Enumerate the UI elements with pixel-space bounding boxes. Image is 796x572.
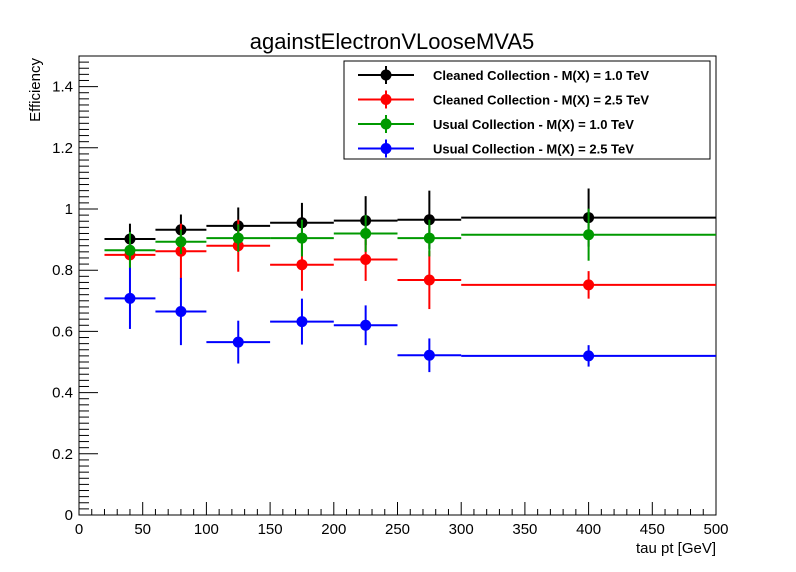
- data-point: [232, 336, 244, 348]
- y-axis: 0 0.2 0.4 0.6 0.8 1 1.2 1.4: [52, 55, 98, 524]
- y-tick-label: 0.4: [52, 385, 73, 402]
- x-axis-title: tau pt [GeV]: [636, 540, 716, 557]
- chart-title: againstElectronVLooseMVA5: [250, 29, 535, 54]
- data-point: [360, 253, 372, 265]
- x-tick-label: 350: [512, 521, 537, 538]
- legend-label: Cleaned Collection - M(X) = 1.0 TeV: [433, 68, 649, 83]
- y-tick-label: 0: [65, 507, 73, 524]
- series-layer: [104, 188, 716, 373]
- y-tick-label: 1.4: [52, 79, 73, 96]
- legend-label: Cleaned Collection - M(X) = 2.5 TeV: [433, 93, 649, 108]
- data-point: [583, 279, 595, 291]
- data-point: [175, 306, 187, 318]
- legend: Cleaned Collection - M(X) = 1.0 TeV Clean…: [343, 60, 711, 160]
- data-point: [296, 316, 308, 328]
- data-point: [360, 227, 372, 239]
- legend-label: Usual Collection - M(X) = 2.5 TeV: [433, 142, 634, 157]
- legend-box: [343, 60, 711, 160]
- data-point: [296, 232, 308, 244]
- x-tick-label: 400: [576, 521, 601, 538]
- data-point: [583, 229, 595, 241]
- y-tick-label: 1.2: [52, 140, 73, 157]
- x-tick-label: 100: [194, 521, 219, 538]
- series-2: [104, 219, 716, 310]
- x-tick-label: 150: [258, 521, 283, 538]
- y-tick-label: 0.6: [52, 323, 73, 340]
- x-tick-label: 500: [703, 521, 728, 538]
- data-point: [124, 292, 136, 304]
- x-axis: 0 50 100 150 200 250 300 350 400 450 500: [75, 502, 729, 538]
- x-tick-label: 250: [385, 521, 410, 538]
- data-point: [360, 319, 372, 331]
- y-axis-title: Efficiency: [27, 58, 44, 122]
- series-4: [104, 267, 716, 373]
- legend-marker: [380, 94, 392, 105]
- data-point: [232, 232, 244, 244]
- data-point: [423, 349, 435, 361]
- legend-marker: [380, 118, 392, 130]
- x-tick-label: 300: [449, 521, 474, 538]
- legend-marker: [380, 143, 392, 154]
- x-tick-label: 450: [640, 521, 665, 538]
- y-tick-label: 1: [65, 201, 73, 218]
- series-1: [104, 188, 716, 255]
- x-tick-label: 0: [75, 521, 83, 538]
- data-point: [175, 236, 187, 248]
- data-point: [423, 232, 435, 244]
- series-3: [104, 208, 716, 269]
- data-point: [296, 259, 308, 271]
- x-tick-label: 200: [321, 521, 346, 538]
- y-tick-label: 0.8: [52, 262, 73, 279]
- y-tick-label: 0.2: [52, 446, 73, 463]
- x-tick-label: 50: [134, 521, 151, 538]
- legend-label: Usual Collection - M(X) = 1.0 TeV: [433, 117, 634, 132]
- data-point: [124, 244, 136, 256]
- data-point: [423, 274, 435, 286]
- legend-marker: [380, 69, 392, 81]
- data-point: [583, 350, 595, 362]
